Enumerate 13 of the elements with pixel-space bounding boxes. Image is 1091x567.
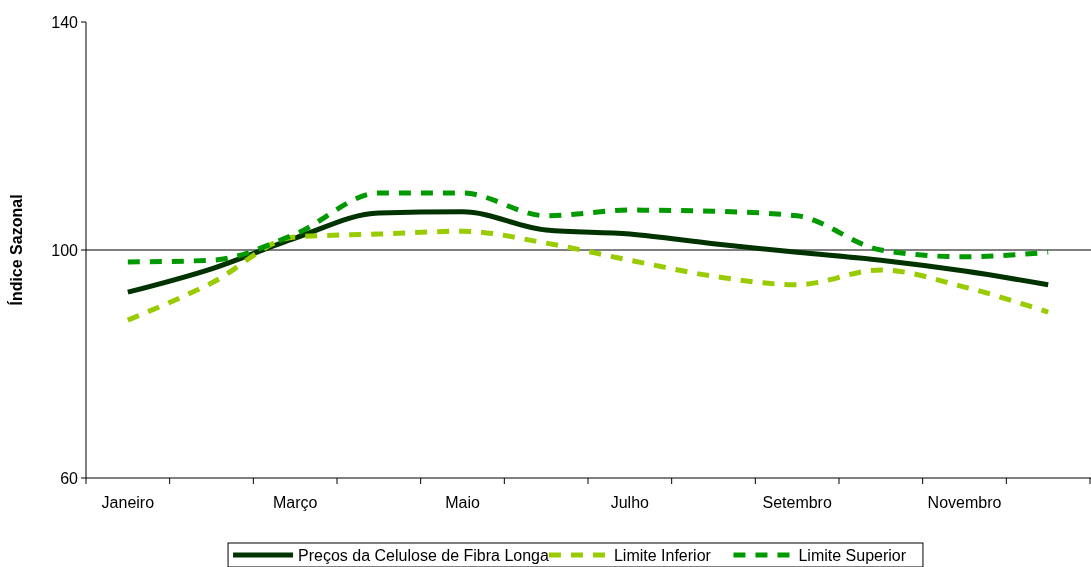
y-tick-label: 100 xyxy=(51,241,79,259)
x-tick-label: Maio xyxy=(445,494,480,511)
x-tick-label: Novembro xyxy=(927,494,1002,511)
x-tick-label: Março xyxy=(272,494,318,511)
legend-label: Limite Inferior xyxy=(613,546,712,564)
x-tick-label: Julho xyxy=(610,494,650,511)
y-tick-label: 60 xyxy=(60,469,79,487)
x-tick-label: Janeiro xyxy=(101,494,155,511)
x-tick-label: Setembro xyxy=(762,494,832,511)
y-axis-title: Índice Sazonal xyxy=(7,194,25,306)
legend-label: Limite Superior xyxy=(798,546,907,564)
legend-label: Preços da Celulose de Fibra Longa xyxy=(298,546,549,564)
y-tick-label: 140 xyxy=(51,13,79,31)
